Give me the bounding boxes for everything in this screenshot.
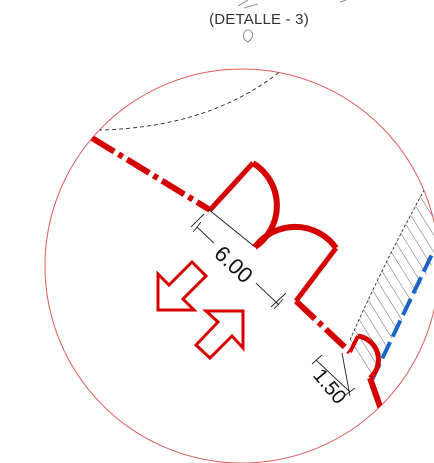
dimension-side [311, 352, 356, 397]
blue-dashed-line [370, 249, 434, 381]
exit-arrows [156, 259, 245, 361]
dimension-side-label: 1.50 [308, 365, 350, 409]
exit-arrow-left [156, 259, 209, 312]
north-symbol [237, 0, 348, 43]
hatched-region [350, 176, 434, 376]
dashed-arc [97, 69, 283, 131]
detail-circle [44, 68, 434, 463]
wall-dashdot-lower [293, 298, 353, 355]
door-middle [252, 223, 339, 303]
wall-dashdot-upper [90, 135, 212, 213]
detail-title: (DETALLE - 3) [209, 11, 309, 28]
exit-arrow-right [193, 309, 245, 361]
door-lower [348, 333, 385, 413]
hatched-region-edge [349, 175, 433, 341]
